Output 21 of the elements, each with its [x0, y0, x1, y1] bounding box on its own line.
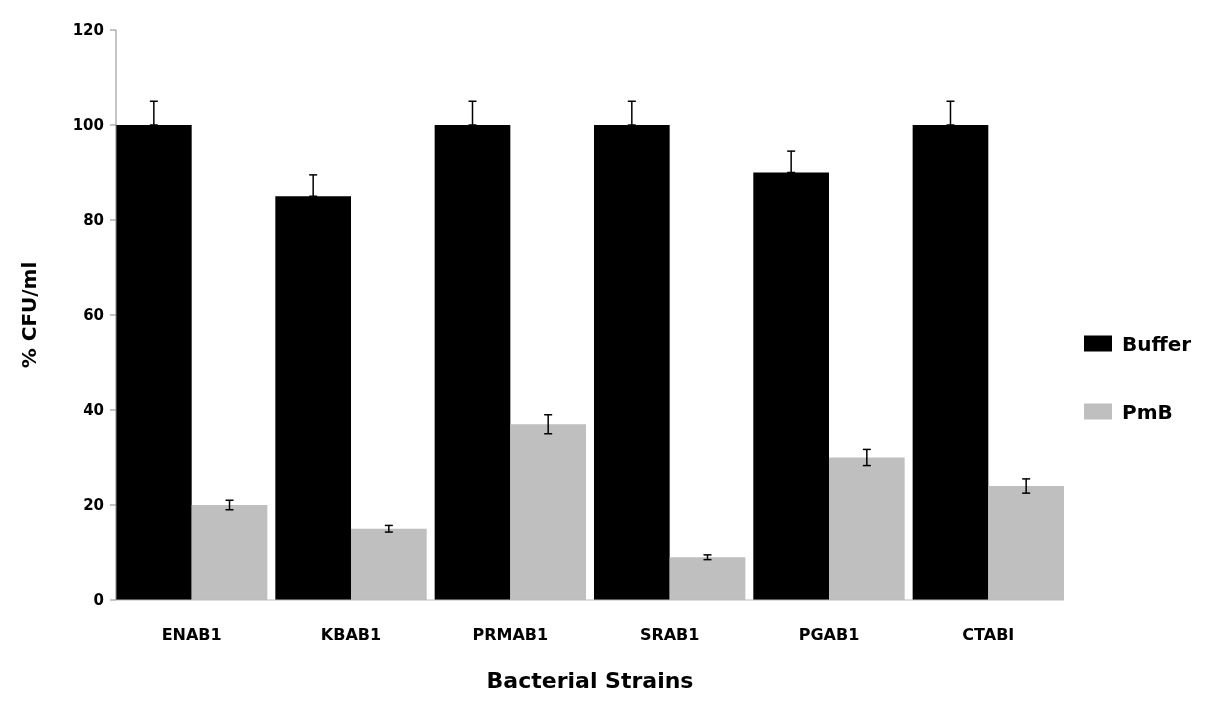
y-tick-label: 60 — [83, 306, 104, 325]
x-tick-label: PRMAB1 — [472, 625, 549, 644]
bar — [912, 125, 989, 600]
y-tick-label: 0 — [93, 591, 104, 610]
bar — [434, 125, 511, 600]
x-axis-title: Bacterial Strains — [486, 668, 694, 693]
y-tick-label: 120 — [72, 21, 104, 40]
x-tick-label: SRAB1 — [639, 625, 700, 644]
bar — [593, 125, 670, 600]
x-tick-label: ENAB1 — [161, 625, 222, 644]
y-tick-label: 20 — [83, 496, 104, 515]
x-tick-label: CTABI — [962, 625, 1015, 644]
bar — [116, 125, 192, 600]
y-axis-title: % CFU/ml — [17, 261, 41, 369]
y-tick-label: 100 — [72, 116, 104, 135]
y-tick-label: 40 — [83, 401, 104, 420]
x-tick-label: PGAB1 — [798, 625, 860, 644]
x-tick-label: KBAB1 — [320, 625, 382, 644]
legend-label: Buffer — [1122, 331, 1192, 356]
legend-label: PmB — [1122, 399, 1173, 424]
y-tick-label: 80 — [83, 211, 104, 230]
